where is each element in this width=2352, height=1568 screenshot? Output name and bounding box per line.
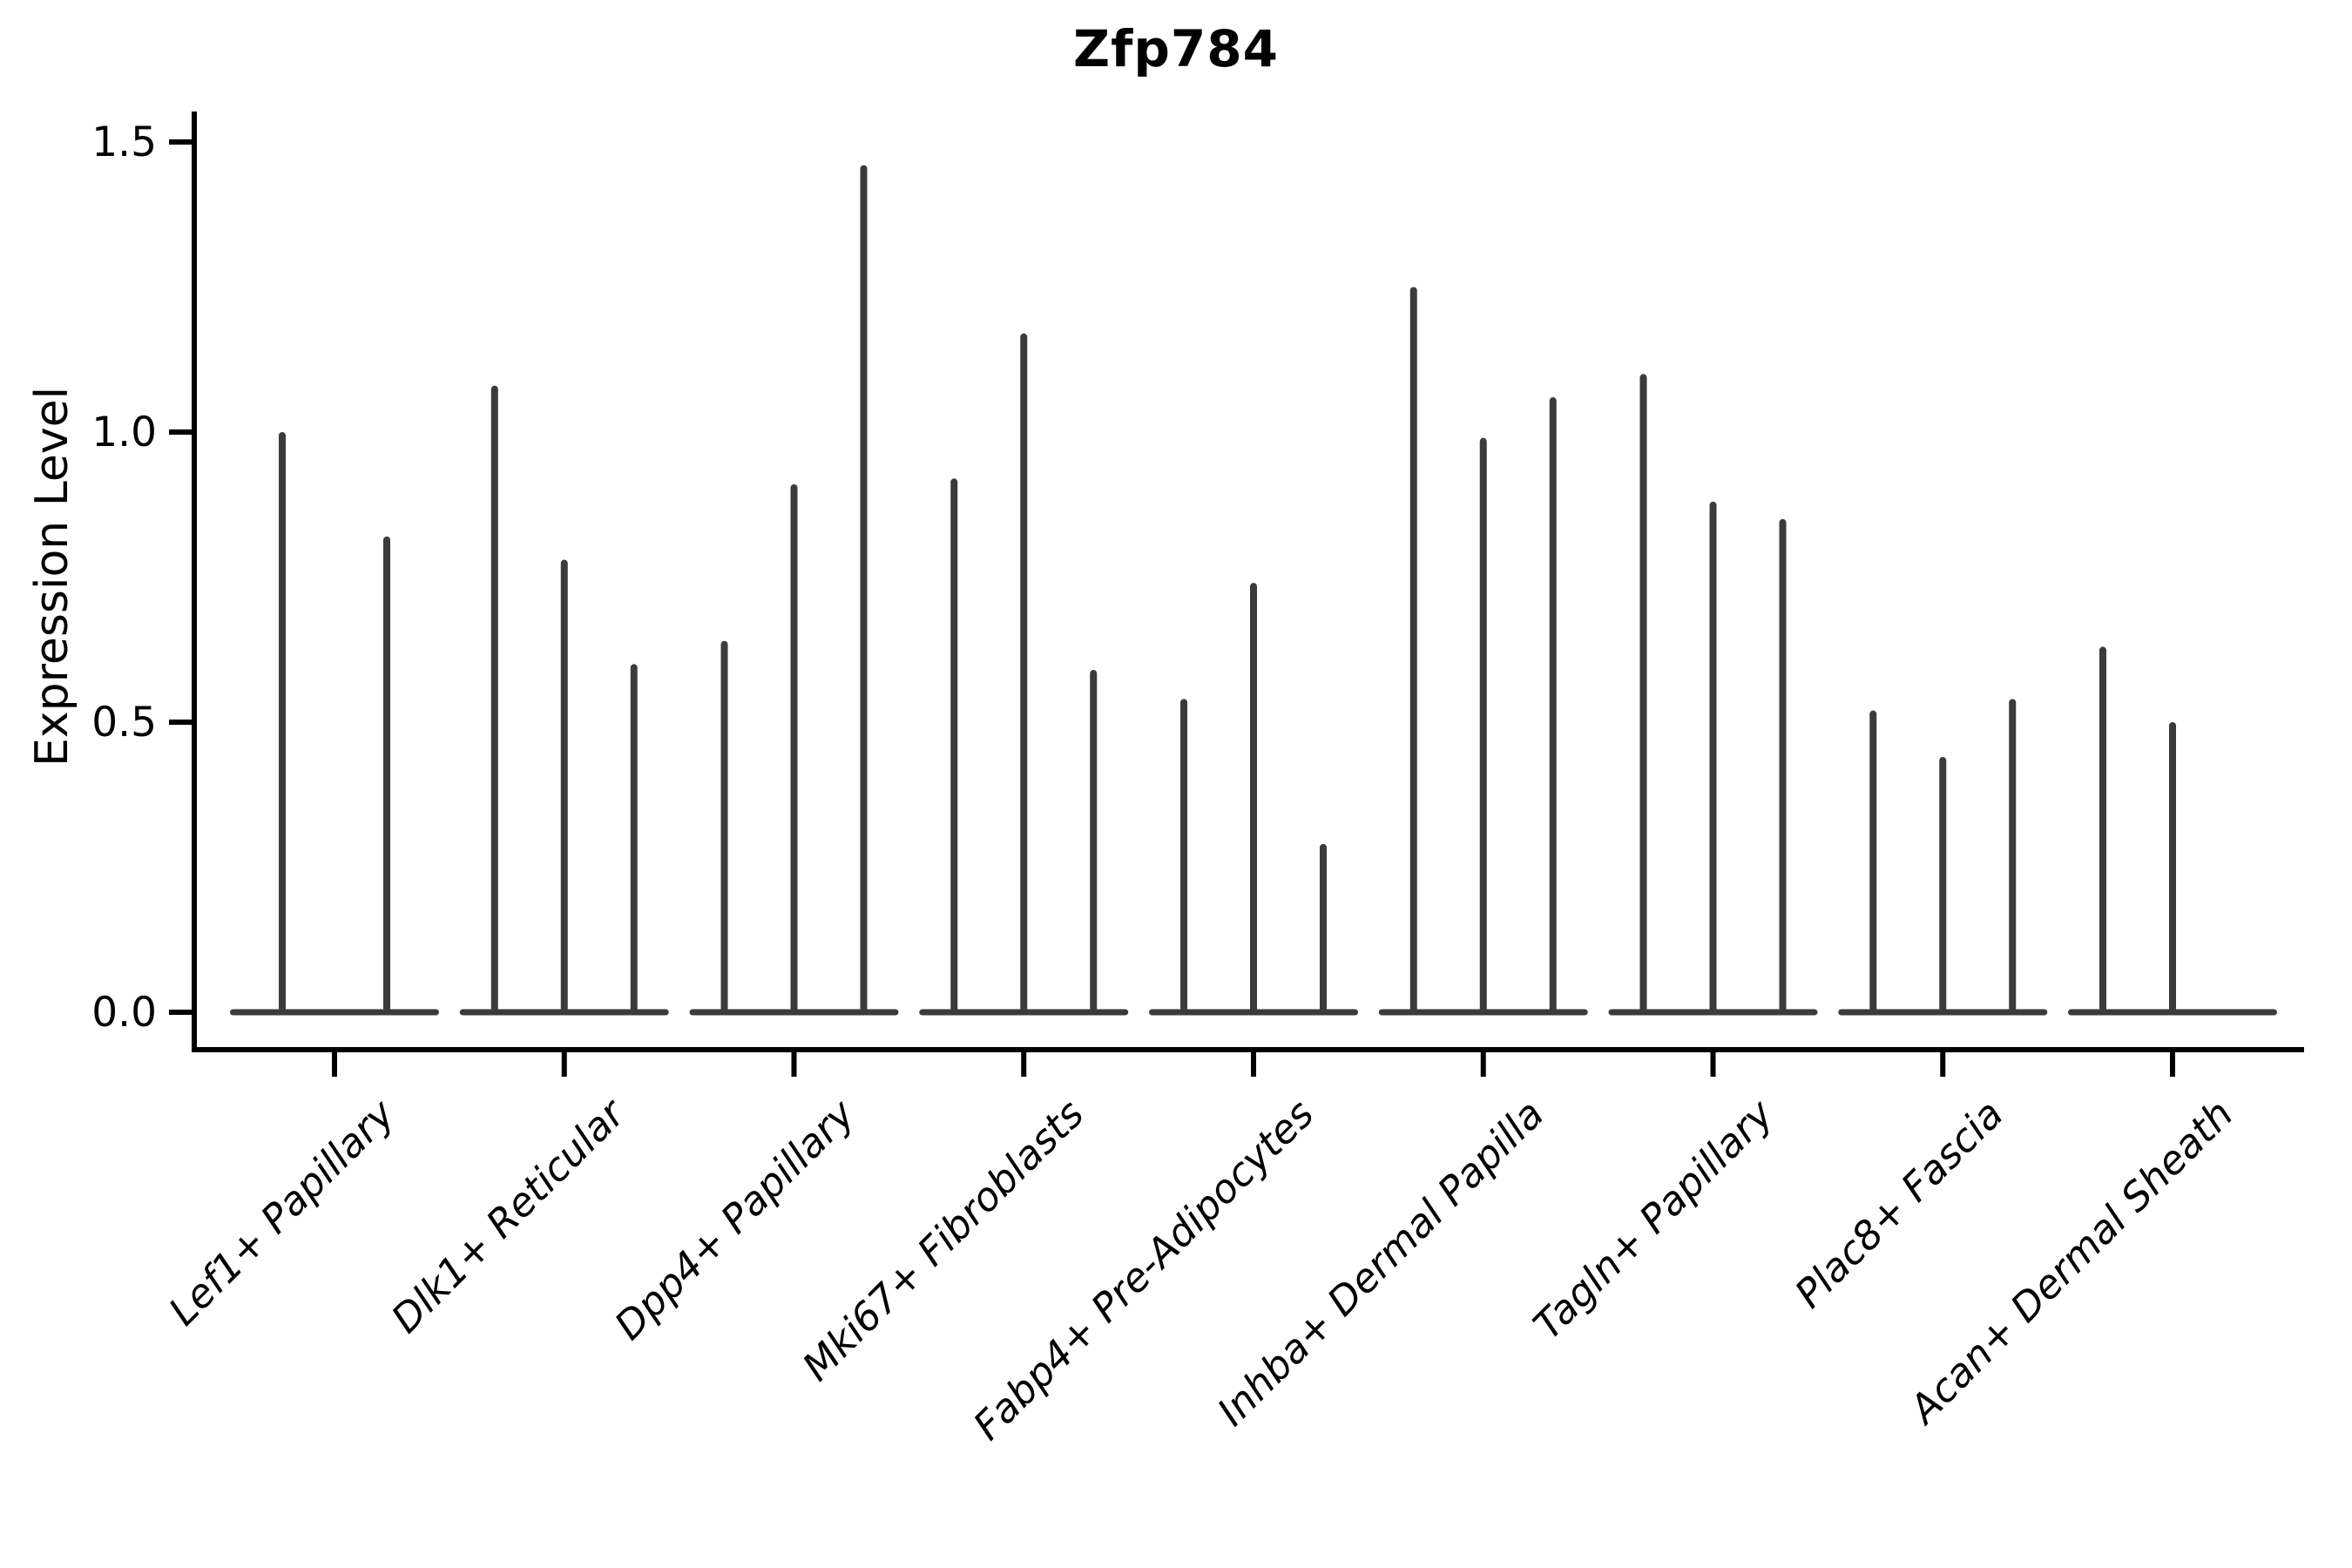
y-tick-label: 0.5 [91, 699, 157, 747]
violin-spike [1409, 287, 1417, 1012]
violin-spike [490, 385, 498, 1013]
x-tick-mark [791, 1052, 797, 1077]
violin-spike [630, 664, 638, 1012]
violin-spike [1639, 374, 1647, 1012]
violin-spike [1549, 397, 1557, 1012]
violin-spike [950, 478, 958, 1012]
y-axis-spine [192, 112, 197, 1052]
violin-spike [1320, 843, 1327, 1012]
violin-spike [720, 640, 728, 1012]
y-tick-mark [169, 1010, 192, 1015]
violin-spike [1779, 518, 1787, 1012]
violin-spike [2099, 646, 2106, 1012]
x-axis-spine [192, 1047, 2304, 1052]
x-tick-mark [2170, 1052, 2175, 1077]
violin-spike [1250, 583, 1257, 1012]
chart-title: Zfp784 [1073, 19, 1279, 78]
violin-spike [1869, 710, 1877, 1012]
violin-spike [2009, 699, 2017, 1012]
violin-spike [2169, 722, 2176, 1012]
violin-baseline [230, 1009, 439, 1016]
y-tick-mark [169, 429, 192, 435]
x-tick-mark [561, 1052, 567, 1077]
violin-spike [1090, 670, 1098, 1012]
violin-spike [860, 165, 868, 1012]
y-tick-label: 0.0 [91, 989, 157, 1037]
x-tick-mark [1251, 1052, 1256, 1077]
violin-spike [383, 536, 390, 1012]
x-tick-mark [1021, 1052, 1027, 1077]
violin-spike [1709, 501, 1717, 1012]
violin-spike [790, 483, 798, 1012]
y-tick-label: 1.0 [91, 409, 157, 456]
y-tick-mark [169, 720, 192, 725]
x-tick-mark [332, 1052, 337, 1077]
violin-spike [279, 432, 286, 1012]
y-tick-label: 1.5 [91, 118, 157, 166]
y-tick-mark [169, 139, 192, 145]
violin-spike [1479, 437, 1487, 1012]
violin-spike [1939, 756, 1947, 1012]
x-tick-mark [1480, 1052, 1486, 1077]
x-tick-mark [1940, 1052, 1946, 1077]
violin-spike [1180, 699, 1187, 1012]
violin-spike [1020, 333, 1028, 1012]
x-tick-mark [1710, 1052, 1716, 1077]
violin-spike [560, 559, 568, 1012]
